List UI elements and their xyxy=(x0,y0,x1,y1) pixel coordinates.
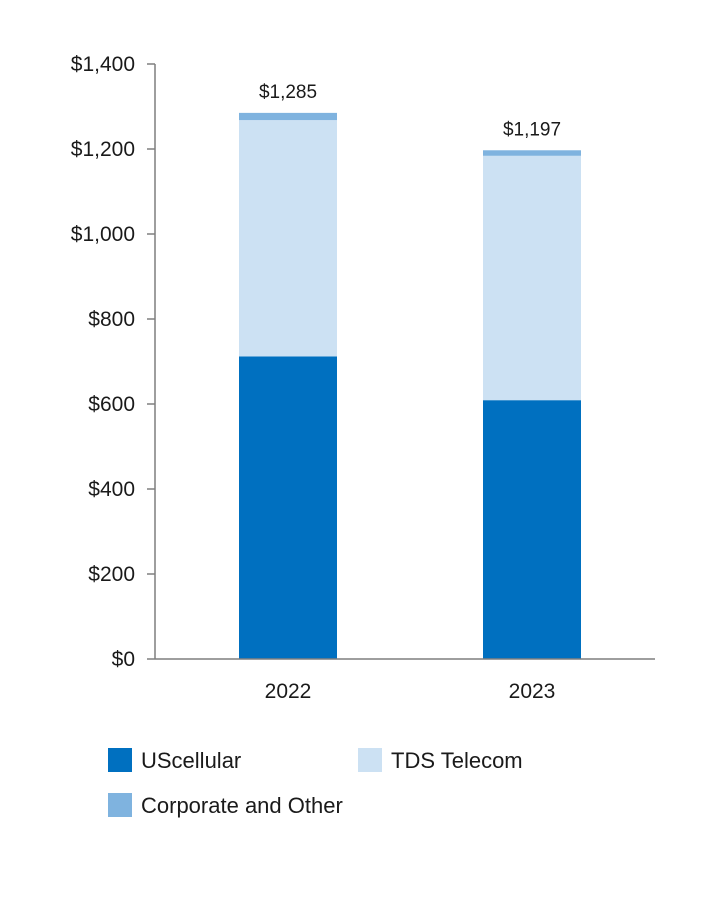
bar-segment-2022-uscellular xyxy=(239,356,337,659)
bars xyxy=(239,112,581,659)
y-tick-label: $1,200 xyxy=(71,138,135,161)
bar-segment-2023-uscellular xyxy=(483,400,581,659)
y-tick-label: $1,400 xyxy=(71,53,135,76)
bar-segment-2023-tds-telecom xyxy=(483,155,581,401)
y-tick-label: $200 xyxy=(88,563,135,586)
bar-segment-2022-tds-telecom xyxy=(239,120,337,357)
legend-label: TDS Telecom xyxy=(391,748,523,773)
bar-segment-2022-corporate-and-other xyxy=(239,112,337,121)
bar-total-label: $1,285 xyxy=(259,82,317,103)
legend: UScellular TDS Telecom Corporate and Other xyxy=(108,748,523,818)
x-axis: 2022 2023 xyxy=(155,658,655,703)
x-category-label: 2022 xyxy=(265,680,312,703)
y-tick-label: $400 xyxy=(88,478,135,501)
y-tick-label: $1,000 xyxy=(71,223,135,246)
legend-swatch xyxy=(108,793,132,817)
legend-label: UScellular xyxy=(141,748,241,773)
total-labels: $1,285 $1,197 xyxy=(259,82,561,140)
y-axis: $0 $200 $400 $600 $800 $1,000 $1,200 $1,400 xyxy=(71,53,156,671)
y-tick-label: $800 xyxy=(88,308,135,331)
legend-label: Corporate and Other xyxy=(141,793,343,818)
y-tick-label: $0 xyxy=(112,648,135,671)
y-tick-label: $600 xyxy=(88,393,135,416)
legend-swatch xyxy=(108,748,132,772)
bar-total-label: $1,197 xyxy=(503,119,561,140)
legend-swatch xyxy=(358,748,382,772)
x-category-label: 2023 xyxy=(509,680,556,703)
bar-segment-2023-corporate-and-other xyxy=(483,150,581,156)
